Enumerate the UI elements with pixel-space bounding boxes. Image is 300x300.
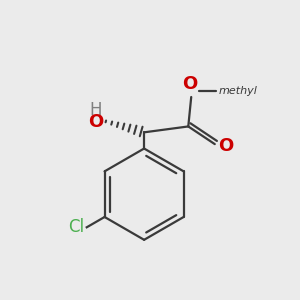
Text: Cl: Cl: [68, 218, 84, 236]
Text: H: H: [89, 101, 102, 119]
Text: O: O: [88, 113, 103, 131]
Text: O: O: [218, 136, 233, 154]
Text: methyl: methyl: [219, 85, 257, 95]
Text: O: O: [182, 75, 197, 93]
